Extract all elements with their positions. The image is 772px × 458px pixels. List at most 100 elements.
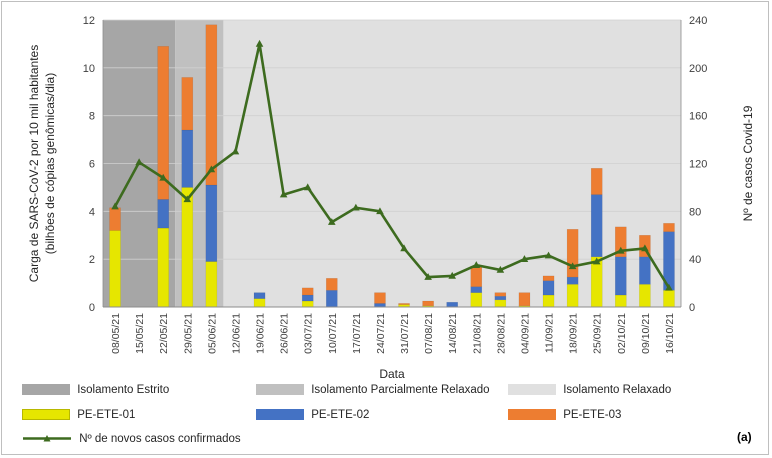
bar-pe-ete-01-4 <box>205 261 218 308</box>
bar-pe-ete-03-11 <box>374 292 386 304</box>
x-tick-label: 31/07/21 <box>399 313 411 354</box>
cases-marker-17 <box>520 255 529 262</box>
x-tick-label: 26/06/21 <box>279 313 291 354</box>
bar-pe-ete-01-0 <box>109 230 121 308</box>
x-tick-label: 08/05/21 <box>110 313 122 354</box>
bar-pe-ete-03-16 <box>494 292 507 297</box>
bar-pe-ete-02-15 <box>470 286 483 293</box>
bar-pe-ete-02-3 <box>181 129 194 188</box>
bar-pe-ete-01-18 <box>542 294 555 308</box>
bar-pe-ete-01-22 <box>639 284 651 308</box>
legend-label: Isolamento Relaxado <box>563 384 672 396</box>
bar-pe-ete-03-0 <box>109 207 121 231</box>
bar-pe-ete-02-4 <box>205 184 218 262</box>
bar-pe-ete-02-18 <box>542 280 555 296</box>
legend-label: PE-ETE-03 <box>563 409 622 421</box>
x-tick-label: 17/07/21 <box>351 313 363 354</box>
y-right-title: Nº de casos Covid-19 <box>741 105 755 221</box>
bar-pe-ete-02-21 <box>615 256 627 296</box>
y-right-tick-label: 0 <box>689 302 695 314</box>
cases-marker-23 <box>665 283 673 291</box>
cases-marker-18 <box>544 251 553 259</box>
legend-item-pe-ete-03: PE-ETE-03 <box>508 409 621 421</box>
cases-marker-19 <box>568 262 577 270</box>
cases-marker-6 <box>255 39 264 47</box>
bar-pe-ete-02-11 <box>374 303 386 308</box>
cases-line <box>113 42 671 289</box>
legend-label: PE-ETE-01 <box>77 409 136 421</box>
cases-marker-14 <box>448 271 457 279</box>
cases-marker-1 <box>135 158 143 166</box>
bar-pe-ete-01-16 <box>494 299 507 308</box>
y-left-tick-label: 8 <box>89 111 95 123</box>
legend-item-casos: Nº de novos casos confirmados <box>22 433 241 445</box>
bar-pe-ete-02-22 <box>639 256 651 285</box>
cases-marker-4 <box>207 165 216 173</box>
bar-pe-ete-03-23 <box>663 223 675 232</box>
y-right-tick-label: 200 <box>689 63 707 75</box>
x-tick-label: 24/07/21 <box>375 313 387 354</box>
legend-label: Isolamento Estrito <box>77 384 170 396</box>
legend-swatch <box>508 409 556 421</box>
bar-pe-ete-02-2 <box>157 199 169 229</box>
x-tick-label: 28/08/21 <box>495 313 507 354</box>
x-tick-label: 18/09/21 <box>568 313 580 354</box>
x-tick-label: 12/06/21 <box>230 313 242 354</box>
legend-item-pe-ete-02: PE-ETE-02 <box>256 409 369 421</box>
y-right-tick-label: 80 <box>689 206 701 218</box>
x-tick-label: 21/08/21 <box>471 313 483 354</box>
bar-pe-ete-03-2 <box>157 46 169 200</box>
y-right-tick-label: 160 <box>689 111 707 123</box>
cases-marker-13 <box>424 273 432 280</box>
x-tick-label: 10/07/21 <box>327 313 339 354</box>
bar-pe-ete-02-19 <box>566 276 579 285</box>
cases-marker-21 <box>616 246 625 254</box>
x-tick-label: 29/05/21 <box>182 313 194 354</box>
bar-pe-ete-03-8 <box>301 287 314 296</box>
bar-pe-ete-03-18 <box>542 275 555 281</box>
bar-pe-ete-02-14 <box>446 301 458 308</box>
legend-line-swatch <box>23 435 71 442</box>
x-tick-label: 19/06/21 <box>255 313 267 354</box>
legend-swatch <box>508 384 556 396</box>
bar-pe-ete-01-19 <box>566 284 579 308</box>
y-right-tick-label: 240 <box>689 15 707 27</box>
y-left-title-line2: (bilhões de cópias genômicas/dia) <box>43 73 57 254</box>
bar-pe-ete-03-4 <box>205 24 218 186</box>
x-tick-label: 15/05/21 <box>134 313 146 354</box>
cases-marker-9 <box>327 218 336 225</box>
cases-marker-22 <box>641 244 649 252</box>
cases-marker-5 <box>231 147 240 155</box>
x-tick-label: 16/10/21 <box>664 313 676 354</box>
bar-pe-ete-01-21 <box>615 294 627 308</box>
x-tick-label: 05/06/21 <box>206 313 218 354</box>
bar-pe-ete-03-20 <box>590 168 603 195</box>
bar-pe-ete-03-3 <box>181 77 194 131</box>
bar-pe-ete-02-20 <box>590 194 603 258</box>
cases-marker-0 <box>111 202 119 210</box>
x-tick-label: 07/08/21 <box>423 313 435 354</box>
bar-pe-ete-02-16 <box>494 295 507 301</box>
panel-label: (a) <box>737 430 752 444</box>
bar-pe-ete-03-9 <box>326 278 338 291</box>
bar-pe-ete-01-8 <box>301 300 314 308</box>
legend-label: PE-ETE-02 <box>311 409 370 421</box>
bar-pe-ete-01-15 <box>470 292 483 308</box>
bar-pe-ete-03-12 <box>398 303 410 305</box>
y-left-tick-label: 6 <box>89 159 95 171</box>
x-tick-label: 09/10/21 <box>640 313 652 354</box>
cases-marker-10 <box>352 203 360 211</box>
bar-pe-ete-03-19 <box>566 229 579 278</box>
legend-swatch <box>22 384 70 396</box>
cases-marker-16 <box>496 265 505 273</box>
bar-pe-ete-01-6 <box>253 298 266 308</box>
cases-marker-12 <box>400 244 408 252</box>
cases-marker-7 <box>279 190 288 198</box>
cases-marker-15 <box>472 261 481 268</box>
bar-pe-ete-03-17 <box>518 292 531 307</box>
bar-pe-ete-01-2 <box>157 227 169 308</box>
cases-marker-20 <box>592 257 601 265</box>
bar-pe-ete-03-13 <box>422 300 434 307</box>
